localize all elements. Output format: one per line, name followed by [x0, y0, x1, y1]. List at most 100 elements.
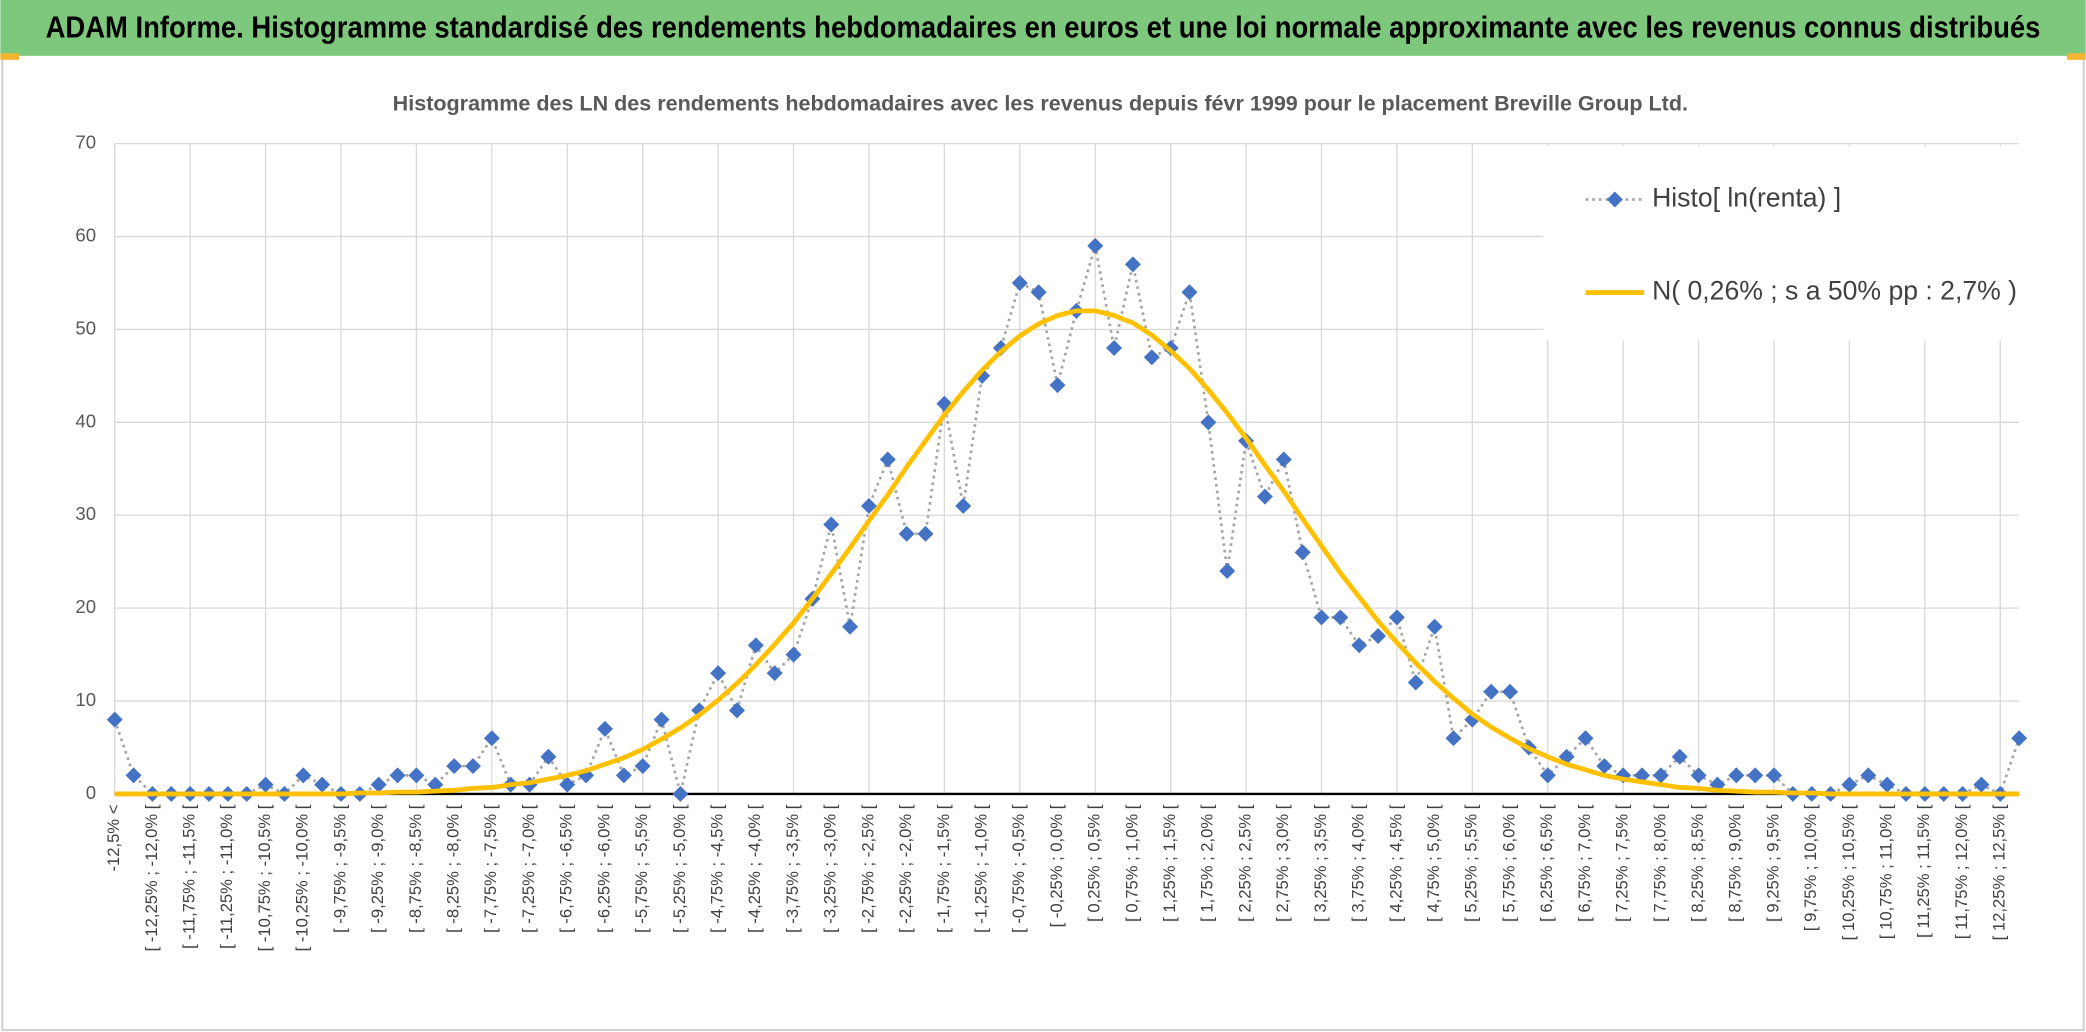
data-point — [1332, 609, 1349, 626]
normal-curve — [114, 308, 2020, 797]
data-point — [1143, 349, 1160, 366]
corner-left — [0, 53, 19, 60]
data-point — [1539, 767, 1556, 784]
y-tick-label: 60 — [75, 224, 96, 245]
y-tick-label: 50 — [75, 317, 96, 338]
chart-title: Histogramme des LN des rendements hebdom… — [393, 92, 1688, 116]
data-point — [125, 767, 142, 784]
x-tick-label: [ 1,25% ; 1,5% [ — [1160, 804, 1179, 922]
x-tick-label: [ -9,25% ; -9,0% [ — [368, 804, 387, 933]
x-tick-label: [ 1,75% ; 2,0% [ — [1198, 804, 1217, 922]
x-tick-label: [ 6,75% ; 7,0% [ — [1575, 804, 1594, 922]
x-tick-label: [ 9,75% ; 10,0% [ — [1801, 804, 1820, 931]
x-tick-label: [ -12,25% ; -12,0% [ — [142, 804, 161, 951]
x-tick-label: [ -1,25% ; -1,0% [ — [971, 804, 990, 933]
x-tick-label: [ 9,25% ; 9,5% [ — [1763, 804, 1782, 922]
page-title: ADAM Informe. Histogramme standardisé de… — [46, 10, 2041, 44]
y-tick-label: 70 — [75, 132, 96, 153]
corner-right — [2067, 53, 2086, 60]
x-tick-label: [ -8,75% ; -8,5% [ — [406, 804, 425, 933]
data-point — [653, 711, 670, 728]
data-point — [1841, 776, 1858, 793]
x-tick-label: [ -6,25% ; -6,0% [ — [594, 804, 613, 933]
x-tick-label: [ -5,75% ; -5,5% [ — [632, 804, 651, 933]
data-point — [1294, 544, 1311, 561]
data-point — [1596, 758, 1613, 775]
x-tick-label: [ -7,25% ; -7,0% [ — [519, 804, 538, 933]
y-tick-label: 40 — [75, 410, 96, 431]
data-point — [106, 711, 123, 728]
x-tick-label: [ 7,25% ; 7,5% [ — [1613, 804, 1632, 922]
x-tick-label: [ -11,25% ; -11,0% [ — [217, 804, 236, 949]
x-tick-label: -12,5% < — [104, 805, 123, 872]
x-tick-label: [ 11,25% ; 11,5% [ — [1914, 804, 1933, 938]
data-point — [1106, 340, 1123, 356]
x-tick-label: [ 3,75% ; 4,0% [ — [1349, 804, 1368, 922]
x-tick-label: [ -10,75% ; -10,5% [ — [255, 804, 274, 951]
data-point — [1087, 237, 1104, 254]
x-tick-label: [ 0,25% ; 0,5% [ — [1085, 804, 1104, 922]
legend: Histo[ ln(renta) ] N( 0,26% ; s a 50% pp … — [1543, 146, 2020, 341]
data-point — [314, 776, 331, 793]
x-tick-label: [ -10,25% ; -10,0% [ — [293, 804, 312, 951]
x-tick-label: [ -0,25% ; 0,0% [ — [1047, 804, 1066, 927]
x-tick-label: [ 5,25% ; 5,5% [ — [1462, 804, 1481, 922]
data-point — [596, 720, 613, 737]
legend-label: Histo[ ln(renta) ] — [1652, 183, 1841, 213]
x-tick-label: [ -4,75% ; -4,5% [ — [708, 804, 727, 933]
x-tick-label: [ -2,75% ; -2,5% [ — [858, 804, 877, 933]
x-tick-label: [ -4,25% ; -4,0% [ — [745, 804, 764, 933]
x-tick-label: [ -11,75% ; -11,5% [ — [180, 804, 199, 949]
data-point — [917, 525, 934, 542]
x-tick-label: [ -9,75% ; -9,5% [ — [330, 804, 349, 933]
data-point — [408, 767, 425, 784]
x-tick-label: [ -6,75% ; -6,5% [ — [557, 804, 576, 933]
x-tick-label: [ 2,75% ; 3,0% [ — [1273, 804, 1292, 922]
data-point — [728, 702, 745, 719]
y-tick-label: 0 — [86, 782, 96, 803]
data-point — [1973, 776, 1990, 793]
y-tick-label: 20 — [75, 596, 96, 617]
x-tick-label: [ 2,25% ; 2,5% [ — [1235, 804, 1254, 922]
x-tick-label: [ -3,25% ; -3,0% [ — [821, 804, 840, 933]
data-point — [465, 758, 481, 775]
data-point — [710, 665, 727, 682]
data-point — [1483, 683, 1500, 700]
data-point — [1766, 767, 1783, 784]
data-point — [879, 451, 896, 468]
data-point — [634, 758, 651, 775]
data-point — [1690, 767, 1707, 784]
y-tick-label: 30 — [75, 503, 96, 524]
x-tick-label: [ 4,75% ; 5,0% [ — [1424, 804, 1443, 922]
data-point — [483, 730, 500, 747]
data-point — [823, 516, 840, 533]
data-point — [992, 340, 1009, 356]
data-point — [1860, 767, 1877, 784]
x-tick-label: [ 6,25% ; 6,5% [ — [1537, 804, 1556, 922]
x-tick-label: [ 8,75% ; 9,0% [ — [1726, 804, 1745, 922]
x-tick-label: [ -0,75% ; -0,5% [ — [1009, 804, 1028, 933]
x-tick-label: [ 0,75% ; 1,0% [ — [1122, 804, 1141, 922]
data-point — [766, 665, 783, 682]
data-point — [559, 776, 576, 793]
x-tick-label: [ -1,75% ; -1,5% [ — [934, 804, 953, 933]
data-point — [370, 776, 387, 793]
y-tick-label: 10 — [75, 689, 96, 710]
x-tick-label: [ -5,25% ; -5,0% [ — [670, 804, 689, 933]
data-point — [446, 758, 463, 775]
x-tick-label: [ -2,25% ; -2,0% [ — [896, 804, 915, 933]
x-tick-label: [ 8,25% ; 8,5% [ — [1688, 804, 1707, 922]
data-point — [898, 525, 915, 542]
data-point — [1275, 451, 1292, 468]
x-tick-label: [ 3,25% ; 3,5% [ — [1311, 804, 1330, 922]
data-point — [389, 767, 406, 784]
x-tick-label: [ 7,75% ; 8,0% [ — [1650, 804, 1669, 922]
x-tick-label: [ 11,75% ; 12,0% [ — [1952, 804, 1971, 939]
x-tick-label: [ 5,75% ; 6,0% [ — [1499, 804, 1518, 922]
data-point — [1671, 748, 1688, 765]
banner — [0, 0, 2086, 56]
data-point — [1747, 767, 1764, 784]
data-point — [672, 785, 689, 802]
